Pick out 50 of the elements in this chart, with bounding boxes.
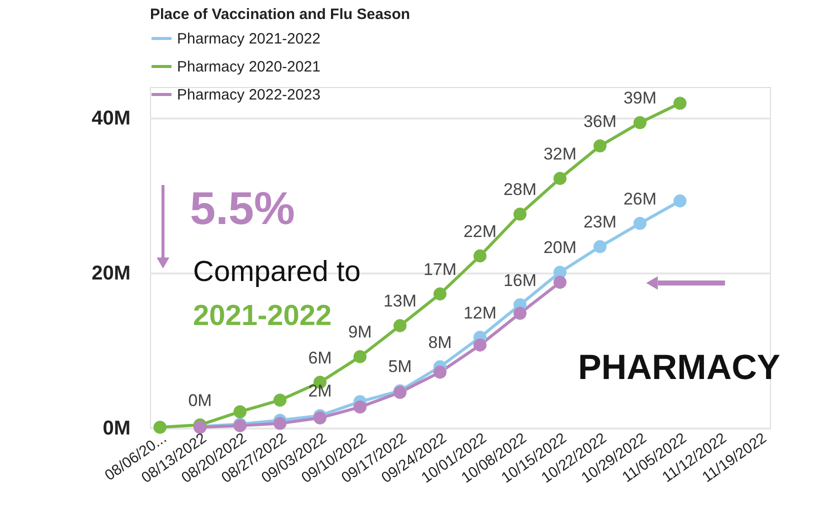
- point: [233, 405, 247, 418]
- point: [593, 139, 607, 152]
- data-label: 8M: [428, 332, 452, 352]
- point: [673, 96, 687, 110]
- point: [153, 420, 167, 434]
- data-label: 22M: [463, 222, 497, 241]
- data-label: 2M: [308, 382, 332, 401]
- data-label: 6M: [308, 348, 332, 368]
- point: [633, 116, 647, 130]
- point: [473, 249, 487, 262]
- data-label: 39M: [623, 88, 657, 108]
- point: [273, 394, 287, 407]
- point: [553, 276, 567, 289]
- annotation: 5.5%: [190, 182, 295, 234]
- point: [353, 350, 367, 364]
- y-tick-label: 0M: [102, 418, 130, 440]
- point: [433, 287, 447, 300]
- data-label: 23M: [583, 212, 617, 232]
- y-tick-label: 20M: [92, 262, 130, 284]
- legend-label: Pharmacy 2020-2021: [177, 58, 320, 76]
- data-label: 17M: [423, 260, 457, 279]
- data-label: 32M: [543, 144, 577, 164]
- data-label: 0M: [188, 390, 212, 410]
- point: [393, 319, 407, 332]
- annotation: 2021-2022: [193, 300, 332, 332]
- legend-label: Pharmacy 2022-2023: [177, 86, 320, 104]
- annotation: Compared to: [193, 256, 361, 288]
- point: [513, 306, 527, 320]
- data-label: 12M: [463, 303, 497, 322]
- annotation: PHARMACY: [578, 348, 780, 387]
- data-label: 26M: [623, 189, 657, 208]
- legend-label: Pharmacy 2021-2022: [177, 30, 320, 48]
- point: [673, 194, 687, 208]
- data-label: 28M: [503, 180, 537, 200]
- data-label: 20M: [543, 238, 577, 258]
- legend-title: Place of Vaccination and Flu Season: [150, 6, 410, 23]
- point: [433, 366, 447, 379]
- point: [593, 240, 607, 254]
- data-label: 16M: [503, 270, 537, 290]
- data-label: 13M: [383, 292, 417, 311]
- data-label: 9M: [348, 322, 372, 342]
- point: [553, 172, 567, 185]
- point: [513, 208, 527, 221]
- y-tick-label: 40M: [92, 108, 130, 130]
- point: [473, 338, 487, 352]
- data-label: 5M: [388, 356, 412, 376]
- point: [353, 400, 367, 414]
- point: [273, 416, 287, 430]
- data-label: 36M: [583, 112, 617, 131]
- point: [633, 216, 647, 230]
